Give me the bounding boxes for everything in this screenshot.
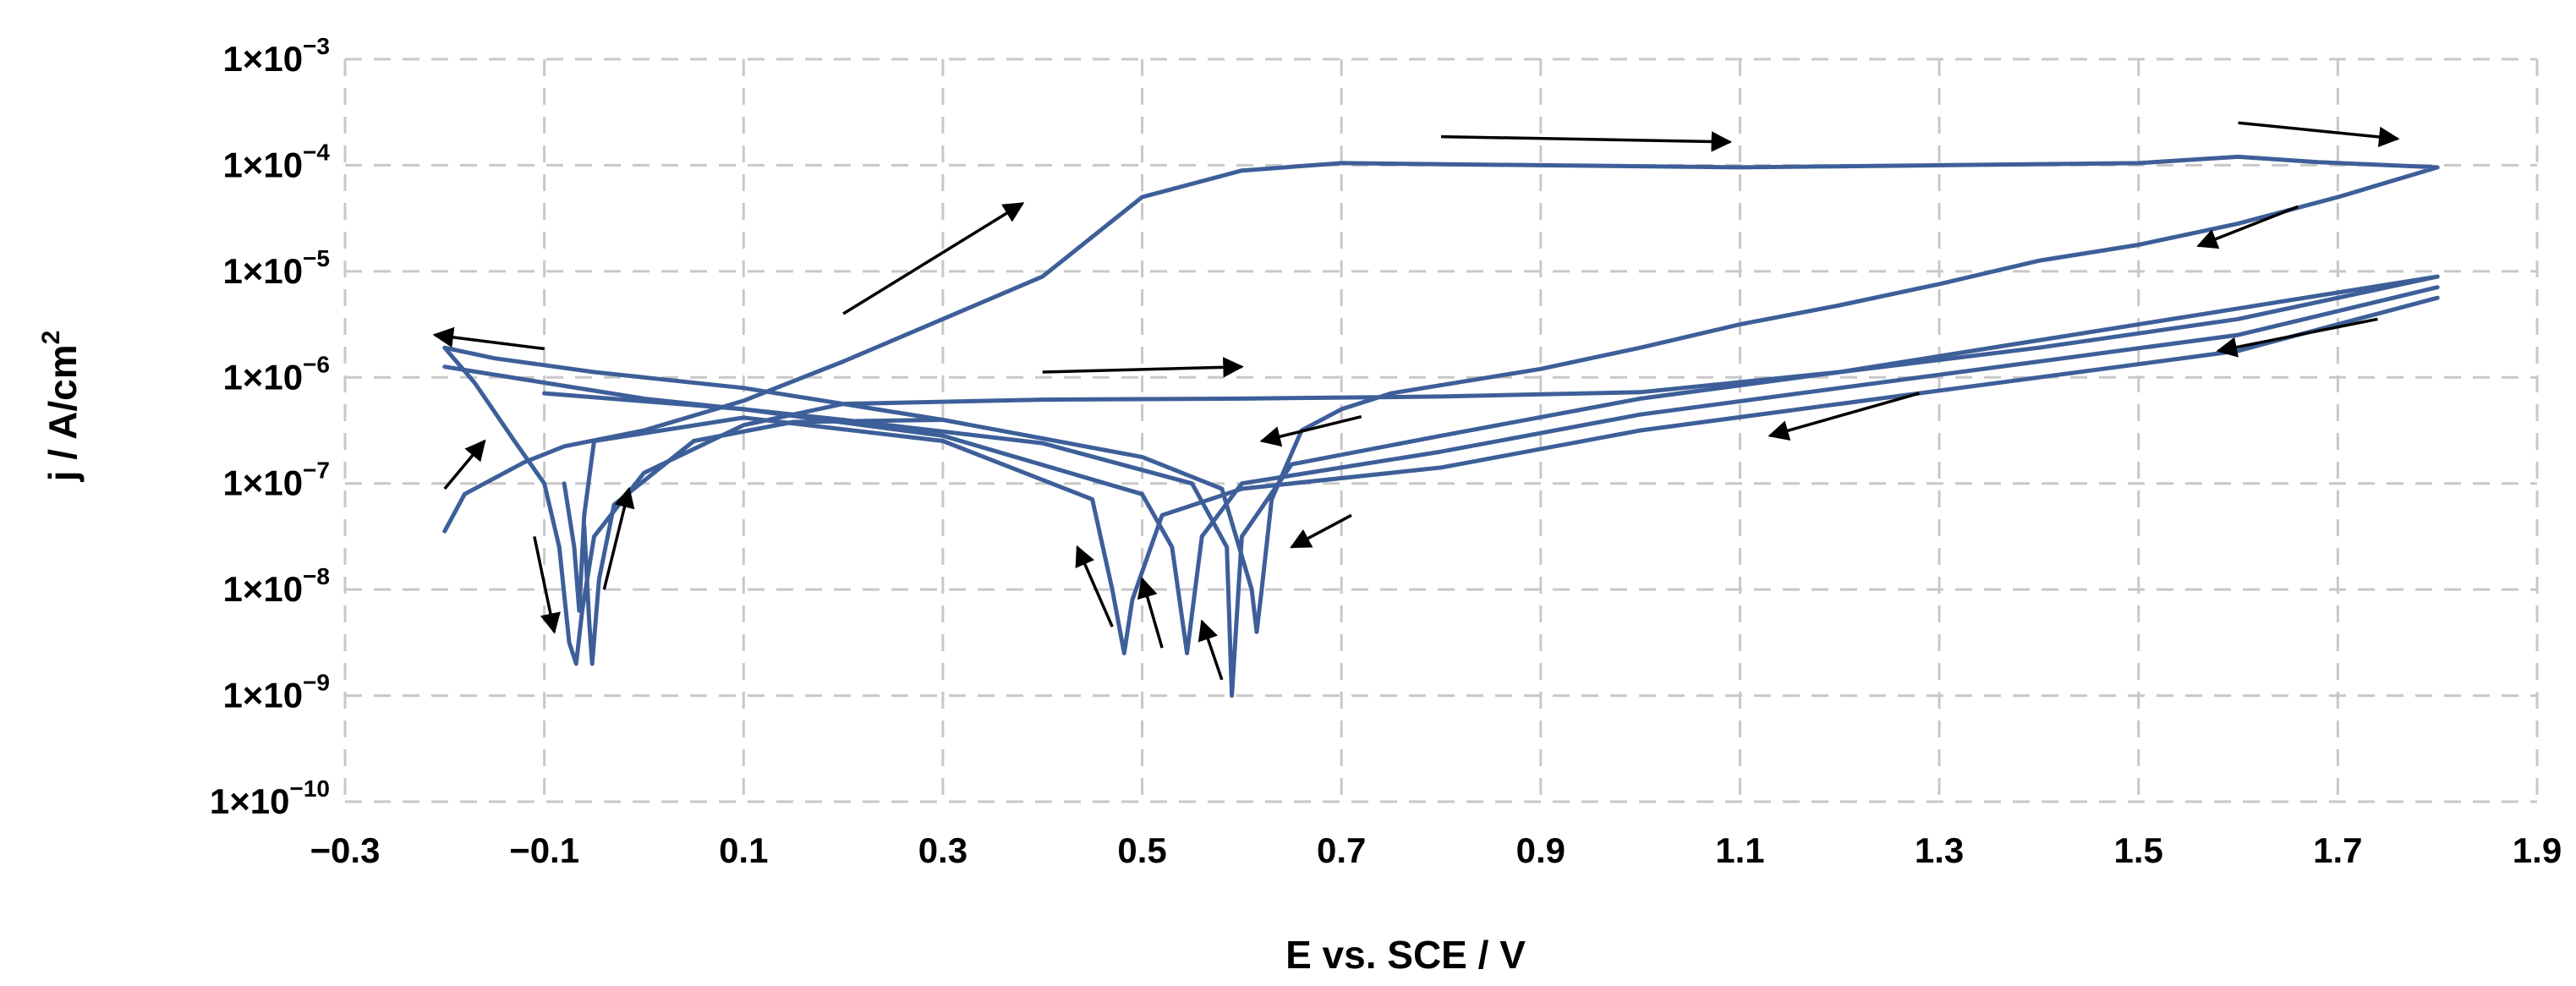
series-line <box>582 418 945 666</box>
x-tick-label: 1.9 <box>2513 830 2562 870</box>
direction-arrow <box>2196 205 2299 249</box>
direction-arrow <box>1198 619 1224 681</box>
x-tick-label: 0.3 <box>918 830 967 870</box>
direction-arrow <box>1075 545 1114 627</box>
x-tick-label: 1.7 <box>2313 830 2362 870</box>
x-tick-labels: −0.3 −0.1 0.1 0.3 0.5 0.7 0.9 1.1 1.3 1.5 1.7 1.9 <box>310 830 2562 870</box>
x-tick-label: 0.1 <box>719 830 768 870</box>
x-tick-label: 1.1 <box>1715 830 1764 870</box>
direction-arrow <box>1259 414 1362 447</box>
y-tick-label: 1×10−8 <box>222 563 330 609</box>
direction-arrow <box>1137 577 1164 649</box>
series-line <box>442 274 2440 698</box>
x-axis-label: E vs. SCE / V <box>1285 933 1526 977</box>
y-tick-label: 1×10−4 <box>222 139 330 184</box>
x-tick-label: −0.3 <box>310 830 381 870</box>
x-tick-label: 1.3 <box>1915 830 1964 870</box>
direction-arrow <box>432 326 545 351</box>
curves <box>442 154 2440 698</box>
y-tick-label: 1×10−9 <box>222 670 330 715</box>
x-tick-label: 0.9 <box>1516 830 1565 870</box>
direction-arrow <box>443 439 486 490</box>
direction-arrow <box>1768 392 1921 441</box>
direction-arrow <box>602 486 635 590</box>
direction-arrow <box>2216 317 2378 358</box>
y-tick-label: 1×10−6 <box>222 351 330 397</box>
series-line <box>562 295 2440 655</box>
x-tick-label: −0.1 <box>509 830 579 870</box>
direction-arrow <box>1290 513 1352 549</box>
direction-arrow <box>1440 131 1733 152</box>
y-tick-label: 1×10−3 <box>222 33 330 79</box>
x-tick-label: 0.7 <box>1317 830 1366 870</box>
y-tick-labels: 1×10−3 1×10−4 1×10−5 1×10−6 1×10−7 1×10−8 1×10… <box>210 33 331 821</box>
gridlines <box>343 58 2539 803</box>
y-tick-label: 1×10−5 <box>222 245 330 291</box>
x-tick-label: 0.5 <box>1117 830 1166 870</box>
direction-arrow <box>533 536 561 634</box>
direction-arrow <box>1042 357 1244 378</box>
x-tick-label: 1.5 <box>2114 830 2163 870</box>
series-line <box>442 154 2440 666</box>
y-tick-label: 1×10−10 <box>210 775 330 821</box>
direction-arrow <box>842 202 1025 315</box>
direction-arrows <box>432 121 2400 681</box>
y-axis-label: j / A/cm2 <box>37 331 85 483</box>
y-tick-label: 1×10−7 <box>222 457 330 503</box>
direction-arrow <box>2238 121 2400 148</box>
series-line <box>542 285 2440 655</box>
